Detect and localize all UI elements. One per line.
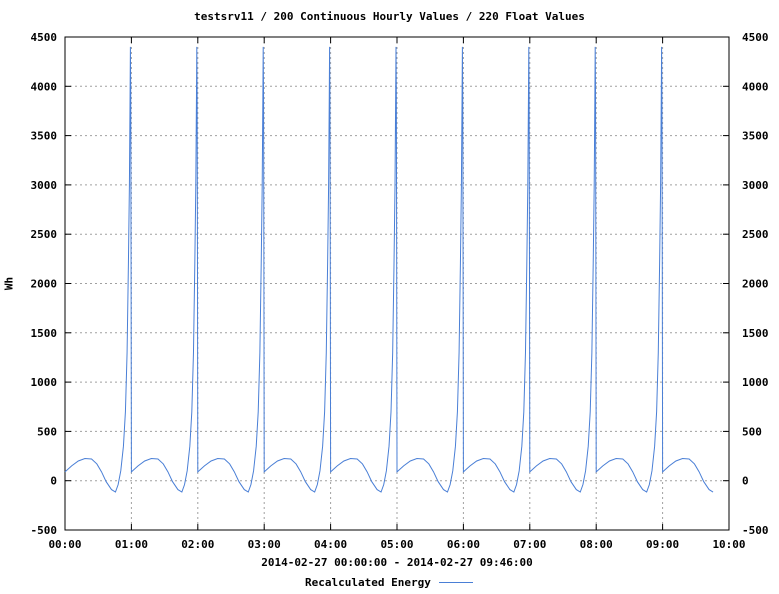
- x-tick-label: 06:00: [447, 538, 480, 551]
- y-tick-label-left: 3000: [31, 179, 58, 192]
- y-tick-label-left: 1500: [31, 327, 58, 340]
- y-tick-label-right: -500: [742, 524, 769, 537]
- x-tick-label: 04:00: [314, 538, 347, 551]
- y-tick-label-left: 2000: [31, 278, 58, 291]
- y-tick-label-right: 2000: [742, 278, 769, 291]
- y-tick-label-right: 500: [742, 425, 762, 438]
- y-tick-label-right: 0: [742, 475, 749, 488]
- x-tick-label: 07:00: [513, 538, 546, 551]
- y-tick-label-left: 3500: [31, 130, 58, 143]
- legend-swatch: [438, 582, 473, 583]
- y-tick-label-left: 4000: [31, 80, 58, 93]
- x-tick-label: 02:00: [181, 538, 214, 551]
- y-tick-label-right: 3000: [742, 179, 769, 192]
- x-tick-label: 10:00: [712, 538, 745, 551]
- y-axis-label: Wh: [2, 276, 16, 291]
- y-tick-label-right: 1000: [742, 376, 769, 389]
- y-tick-label-left: 0: [50, 475, 57, 488]
- x-tick-label: 01:00: [115, 538, 148, 551]
- x-tick-label: 05:00: [380, 538, 413, 551]
- y-tick-label-left: 4500: [31, 31, 58, 44]
- y-tick-label-left: -500: [31, 524, 58, 537]
- y-tick-label-right: 3500: [742, 130, 769, 143]
- y-tick-label-right: 4000: [742, 80, 769, 93]
- y-tick-label-right: 2500: [742, 228, 769, 241]
- x-axis-label: 2014-02-27 00:00:00 - 2014-02-27 09:46:0…: [261, 556, 533, 569]
- y-tick-label-left: 2500: [31, 228, 58, 241]
- y-axis-left: -500 0 500 1000 1500 2000 2500 3000 3500 4000 4500: [31, 31, 71, 537]
- x-tick-label: 08:00: [580, 538, 613, 551]
- x-tick-label: 03:00: [248, 538, 281, 551]
- y-axis-right: -500 0 500 1000 1500 2000 2500 3000 3500 4000 4500: [723, 31, 769, 537]
- y-tick-label-left: 1000: [31, 376, 58, 389]
- chart-title: testsrv11 / 200 Continuous Hourly Values…: [194, 10, 585, 23]
- x-axis: 00:00 01:00 02:00 03:00 04:00 05:00 06:00 07:00…: [48, 37, 746, 551]
- legend: Recalculated Energy: [305, 576, 473, 589]
- x-tick-label: 00:00: [48, 538, 81, 551]
- y-tick-label-right: 4500: [742, 31, 769, 44]
- series-line-recalculated-energy: [64, 46, 714, 493]
- y-tick-label-right: 1500: [742, 327, 769, 340]
- y-tick-label-left: 500: [37, 425, 57, 438]
- legend-label: Recalculated Energy: [305, 576, 431, 589]
- x-tick-label: 09:00: [646, 538, 679, 551]
